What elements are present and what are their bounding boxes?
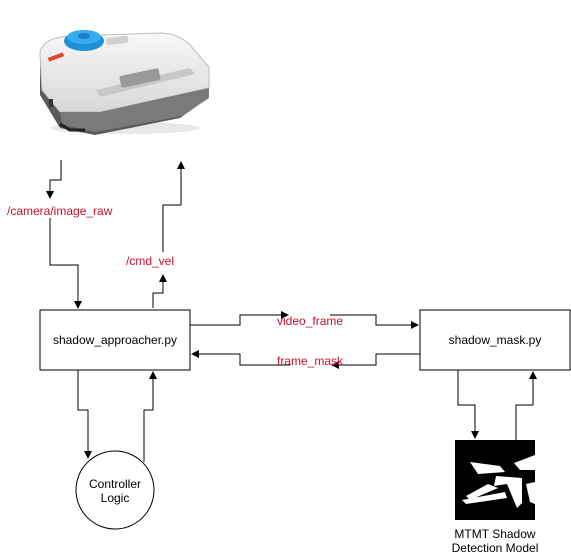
- edge-mask-model: [457, 370, 537, 440]
- model-label-line2: Detection Model: [452, 541, 539, 555]
- model-label-line1: MTMT Shadow: [454, 527, 535, 541]
- edge-camera-topic: [46, 160, 82, 309]
- edge-video-frame: [190, 311, 419, 329]
- node-controller-logic: Controller Logic: [75, 450, 155, 530]
- edge-approacher-controller: [77, 370, 157, 462]
- edge-frame-mask: [191, 350, 420, 369]
- controller-label-line1: Controller: [89, 477, 141, 491]
- topic-cmd-vel-label: /cmd_vel: [126, 254, 174, 268]
- node-approacher-label: shadow_approacher.py: [53, 333, 177, 347]
- node-mask-label: shadow_mask.py: [449, 333, 542, 347]
- robot-vacuum-icon: [39, 30, 210, 135]
- node-shadow-approacher: shadow_approacher.py: [39, 309, 191, 371]
- edge-cmd-vel-topic: [152, 161, 185, 308]
- controller-label-line2: Logic: [101, 491, 130, 505]
- topic-frame-mask-label: frame_mask: [277, 354, 344, 368]
- shadow-mask-icon: [455, 440, 535, 520]
- node-shadow-mask: shadow_mask.py: [419, 309, 571, 371]
- topic-camera-label: /camera/image_raw: [7, 204, 113, 218]
- topic-video-frame-label: video_frame: [277, 314, 343, 328]
